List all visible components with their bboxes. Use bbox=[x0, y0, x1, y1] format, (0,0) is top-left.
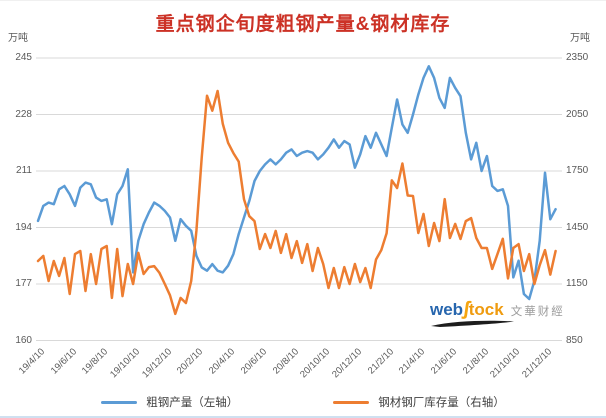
left-axis-tick: 177 bbox=[15, 278, 32, 289]
legend-label-production: 粗钢产量（左轴） bbox=[146, 397, 239, 409]
series-line-production bbox=[36, 65, 557, 301]
left-axis-tick: 160 bbox=[15, 334, 32, 346]
right-axis-unit: 万吨 bbox=[570, 33, 590, 44]
left-axis-tick: 228 bbox=[15, 108, 32, 120]
legend-line-sample-orange bbox=[333, 400, 370, 404]
watermark-underline-swoosh-icon bbox=[431, 320, 514, 327]
right-axis-tick: 1750 bbox=[566, 165, 589, 176]
right-axis-tick: 2350 bbox=[566, 52, 589, 63]
watermark-web-text: web bbox=[430, 300, 464, 319]
right-axis-tick: 2050 bbox=[566, 108, 589, 120]
chart-title: 重点钢企旬度粗钢产量&钢材库存 bbox=[155, 14, 451, 35]
window-bottom-edge bbox=[0, 416, 606, 418]
right-axis-tick: 850 bbox=[566, 334, 583, 346]
left-axis-tick: 245 bbox=[15, 52, 32, 63]
watermark-chinese-text: 文華财經 bbox=[510, 306, 565, 318]
left-axis-tick: 211 bbox=[16, 165, 32, 176]
legend-item-production: 粗钢产量（左轴） bbox=[101, 394, 238, 410]
series-line-inventory bbox=[36, 89, 557, 316]
chart-legend: 粗钢产量（左轴） 钢材钢厂库存量（右轴） bbox=[0, 394, 606, 410]
watermark-tock-text: tock bbox=[468, 300, 504, 319]
watermark: web ʃ tock 文華财經 bbox=[430, 298, 565, 328]
left-axis-tick: 194 bbox=[15, 221, 32, 233]
right-axis-tick: 1150 bbox=[566, 278, 588, 289]
right-axis-tick: 1450 bbox=[566, 221, 589, 233]
legend-label-inventory: 钢材钢厂库存量（右轴） bbox=[378, 397, 505, 409]
legend-line-sample-blue bbox=[101, 400, 138, 404]
left-axis-unit: 万吨 bbox=[8, 33, 28, 44]
legend-item-inventory: 钢材钢厂库存量（右轴） bbox=[333, 394, 505, 410]
